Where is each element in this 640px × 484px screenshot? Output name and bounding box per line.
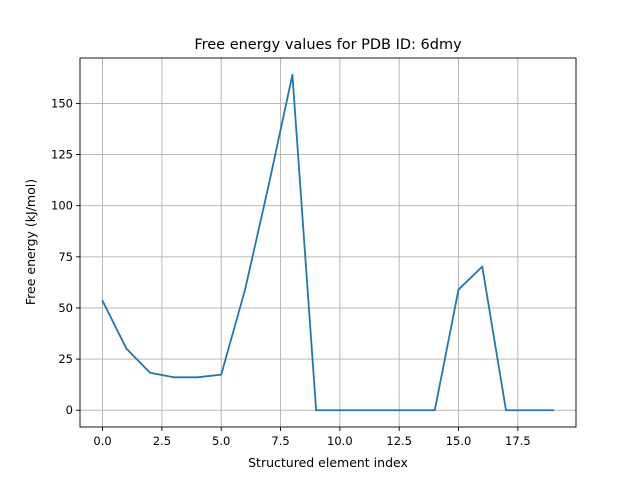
- grid: [80, 58, 576, 427]
- data-point: [362, 409, 365, 412]
- x-tick-label: 5.0: [212, 434, 230, 448]
- x-tick-label: 2.5: [153, 434, 171, 448]
- chart-title: Free energy values for PDB ID: 6dmy: [194, 37, 462, 53]
- y-tick-label: 150: [51, 96, 73, 110]
- data-point: [528, 409, 531, 412]
- axes-frame: [79, 57, 577, 428]
- data-point: [386, 409, 389, 412]
- free-energy-line: [101, 73, 554, 412]
- x-tick-label: 12.5: [386, 434, 412, 448]
- x-tick-label: 10.0: [327, 434, 353, 448]
- data-point: [552, 409, 555, 412]
- data-point: [125, 347, 128, 350]
- x-axis-label: Structured element index: [248, 455, 408, 470]
- x-tick-label: 17.5: [505, 434, 531, 448]
- series-layer: [101, 73, 555, 412]
- ticks: 0.0 2.5 5.0 7.5 10.0 12.5 15.0 17.5 0 25 50 75 100 12…: [51, 96, 531, 448]
- data-point: [220, 373, 223, 376]
- data-point: [505, 409, 507, 412]
- data-point: [267, 184, 270, 187]
- y-tick-label: 125: [51, 148, 73, 162]
- x-tick-label: 0.0: [93, 434, 111, 448]
- data-point: [244, 289, 246, 292]
- y-tick-label: 0: [66, 403, 73, 417]
- data-point: [101, 299, 104, 302]
- data-point: [433, 409, 436, 412]
- data-point: [481, 265, 484, 268]
- data-point: [172, 376, 175, 379]
- x-tick-label: 7.5: [271, 434, 289, 448]
- data-point: [149, 371, 151, 374]
- y-axis-label: Free energy (kJ/mol): [23, 179, 38, 305]
- data-point: [315, 409, 318, 412]
- data-point: [291, 73, 294, 76]
- data-point: [457, 288, 460, 291]
- data-point: [338, 409, 341, 412]
- y-tick-label: 100: [51, 199, 73, 213]
- y-tick-label: 25: [58, 352, 73, 366]
- x-tick-label: 15.0: [446, 434, 472, 448]
- y-tick-label: 75: [58, 250, 73, 264]
- data-point: [196, 376, 199, 379]
- data-point: [410, 409, 412, 412]
- y-tick-label: 50: [58, 301, 73, 315]
